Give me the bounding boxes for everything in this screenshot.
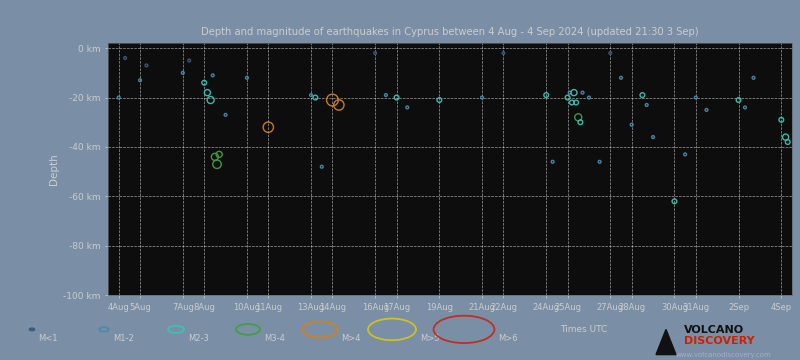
Point — [210, 161, 223, 167]
Point — [747, 75, 760, 81]
Point — [315, 164, 328, 170]
Text: Times UTC: Times UTC — [560, 325, 607, 334]
Point — [732, 97, 745, 103]
Point — [198, 80, 210, 86]
Point — [241, 75, 254, 81]
Point — [201, 90, 214, 95]
Text: M1-2: M1-2 — [113, 334, 134, 343]
Point — [309, 95, 322, 100]
Point — [640, 102, 653, 108]
Point — [204, 97, 217, 103]
Point — [782, 139, 794, 145]
Point — [140, 63, 153, 68]
Point — [546, 159, 559, 165]
Y-axis label: Depth: Depth — [49, 153, 59, 185]
Title: Depth and magnitude of earthquakes in Cyprus between 4 Aug - 4 Sep 2024 (updated: Depth and magnitude of earthquakes in Cy… — [201, 27, 699, 37]
Point — [333, 102, 346, 108]
Point — [626, 122, 638, 127]
Point — [636, 92, 649, 98]
Point — [614, 75, 627, 81]
Point — [177, 70, 190, 76]
Text: M3-4: M3-4 — [264, 334, 285, 343]
Text: M2-3: M2-3 — [188, 334, 209, 343]
Point — [497, 50, 510, 56]
Point — [379, 92, 392, 98]
Point — [390, 95, 403, 100]
Point — [476, 95, 489, 100]
Text: M>6: M>6 — [498, 334, 518, 343]
Point — [604, 50, 617, 56]
Point — [566, 100, 578, 105]
Point — [779, 134, 792, 140]
Point — [582, 95, 595, 100]
Point — [572, 114, 585, 120]
Point — [326, 97, 339, 103]
Point — [576, 90, 589, 95]
Point — [563, 90, 576, 95]
Point — [183, 58, 196, 63]
Text: www.volcanodiscovery.com: www.volcanodiscovery.com — [676, 352, 772, 357]
Point — [305, 92, 318, 98]
Point — [219, 112, 232, 118]
Point — [433, 97, 446, 103]
Point — [690, 95, 702, 100]
Point — [262, 124, 274, 130]
Point — [112, 95, 125, 100]
Point — [134, 77, 146, 83]
Point — [369, 50, 382, 56]
Point — [646, 134, 659, 140]
Point — [775, 117, 788, 123]
Point — [561, 95, 574, 100]
Point — [678, 152, 691, 157]
Point — [594, 159, 606, 165]
Text: VOLCANO: VOLCANO — [684, 325, 744, 336]
Text: DISCOVERY: DISCOVERY — [684, 336, 754, 346]
Point — [540, 92, 553, 98]
Text: M>4: M>4 — [342, 334, 361, 343]
Point — [118, 55, 131, 61]
Text: M>5: M>5 — [420, 334, 439, 343]
Point — [668, 198, 681, 204]
Point — [213, 152, 226, 157]
Point — [401, 104, 414, 110]
Point — [738, 104, 751, 110]
Point — [206, 72, 219, 78]
Point — [567, 90, 580, 95]
Point — [700, 107, 713, 113]
Text: M<1: M<1 — [38, 334, 58, 343]
Point — [574, 120, 586, 125]
Point — [570, 100, 582, 105]
Point — [209, 154, 222, 160]
